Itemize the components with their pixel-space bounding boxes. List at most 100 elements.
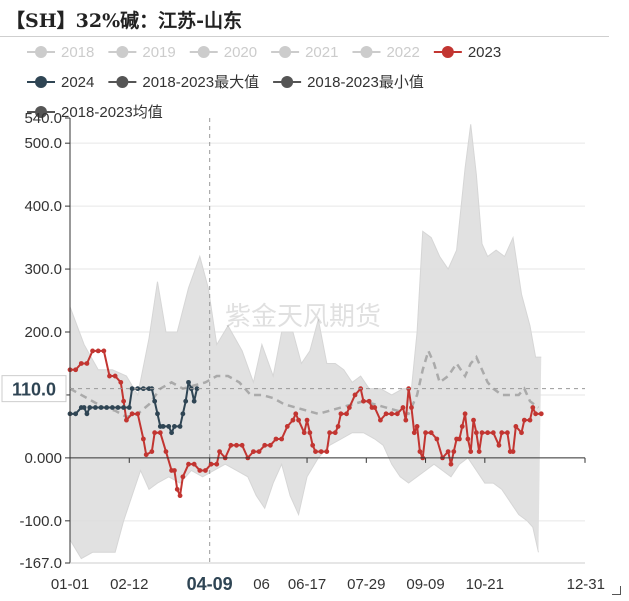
data-point[interactable] (434, 436, 440, 442)
data-point[interactable] (194, 386, 200, 392)
data-point[interactable] (527, 417, 533, 423)
data-point[interactable] (468, 449, 474, 454)
data-point[interactable] (471, 417, 476, 423)
data-point[interactable] (411, 430, 417, 436)
data-point[interactable] (279, 436, 285, 442)
data-point[interactable] (490, 430, 496, 436)
data-point[interactable] (177, 424, 183, 429)
data-point[interactable] (121, 405, 127, 410)
data-point[interactable] (366, 398, 372, 404)
data-point[interactable] (448, 461, 454, 467)
data-point[interactable] (197, 468, 203, 473)
data-point[interactable] (191, 398, 197, 404)
data-point[interactable] (101, 348, 107, 354)
data-point[interactable] (296, 417, 301, 423)
data-point[interactable] (267, 442, 273, 448)
legend-item-2018[interactable]: 2018 (27, 44, 94, 61)
data-point[interactable] (121, 398, 127, 404)
data-point[interactable] (485, 430, 491, 436)
legend-item-2021[interactable]: 2021 (271, 44, 338, 61)
data-point[interactable] (149, 449, 155, 454)
data-point[interactable] (129, 411, 135, 417)
data-point[interactable] (519, 430, 524, 436)
data-point[interactable] (203, 468, 208, 473)
data-point[interactable] (293, 411, 299, 417)
data-point[interactable] (451, 449, 457, 454)
data-point[interactable] (324, 449, 330, 454)
data-point[interactable] (129, 386, 135, 392)
data-point[interactable] (109, 405, 115, 410)
data-point[interactable] (459, 424, 465, 429)
data-point[interactable] (409, 405, 414, 410)
data-point[interactable] (174, 486, 180, 492)
data-point[interactable] (84, 361, 90, 366)
data-point[interactable] (166, 424, 172, 429)
data-point[interactable] (462, 411, 468, 417)
data-point[interactable] (445, 449, 451, 454)
data-point[interactable] (504, 430, 510, 436)
data-point[interactable] (177, 493, 183, 499)
data-point[interactable] (172, 468, 177, 473)
data-point[interactable] (183, 398, 189, 404)
data-point[interactable] (310, 442, 316, 448)
legend-item-2018-2023最大值[interactable]: 2018-2023最大值 (108, 74, 259, 91)
data-point[interactable] (98, 405, 104, 410)
data-point[interactable] (473, 430, 479, 436)
data-point[interactable] (332, 430, 338, 436)
data-point[interactable] (73, 411, 79, 417)
data-point[interactable] (214, 461, 220, 467)
data-point[interactable] (499, 430, 505, 436)
data-point[interactable] (217, 449, 222, 454)
data-point[interactable] (335, 424, 341, 429)
data-point[interactable] (394, 411, 400, 417)
data-point[interactable] (107, 373, 112, 379)
data-point[interactable] (496, 442, 502, 448)
data-point[interactable] (378, 417, 383, 423)
legend-item-2020[interactable]: 2020 (189, 44, 257, 61)
data-point[interactable] (81, 405, 87, 410)
data-point[interactable] (172, 424, 177, 429)
data-point[interactable] (239, 442, 245, 448)
data-point[interactable] (403, 417, 409, 423)
resize-handle[interactable] (612, 586, 621, 595)
data-point[interactable] (301, 430, 307, 436)
data-point[interactable] (157, 430, 163, 436)
data-point[interactable] (346, 405, 352, 410)
data-point[interactable] (169, 430, 174, 436)
data-point[interactable] (160, 424, 166, 429)
data-point[interactable] (327, 430, 333, 436)
data-point[interactable] (87, 405, 93, 410)
data-point[interactable] (208, 461, 214, 467)
data-point[interactable] (180, 411, 186, 417)
data-point[interactable] (92, 405, 98, 410)
data-point[interactable] (118, 379, 124, 385)
legend-item-2022[interactable]: 2022 (352, 44, 420, 61)
data-point[interactable] (510, 449, 516, 454)
data-point[interactable] (256, 449, 262, 454)
data-point[interactable] (186, 379, 191, 385)
data-point[interactable] (476, 449, 482, 454)
data-point[interactable] (479, 430, 485, 436)
data-point[interactable] (338, 411, 344, 417)
data-point[interactable] (104, 405, 110, 410)
data-point[interactable] (152, 398, 158, 404)
data-point[interactable] (521, 417, 527, 423)
data-point[interactable] (307, 430, 313, 436)
data-point[interactable] (318, 449, 324, 454)
data-point[interactable] (191, 461, 197, 467)
data-point[interactable] (538, 411, 544, 417)
data-point[interactable] (251, 449, 256, 454)
data-point[interactable] (372, 405, 378, 410)
data-point[interactable] (73, 367, 79, 373)
data-point[interactable] (115, 405, 121, 410)
data-point[interactable] (344, 411, 349, 417)
data-point[interactable] (228, 442, 234, 448)
data-point[interactable] (428, 430, 434, 436)
data-point[interactable] (533, 411, 539, 417)
data-point[interactable] (389, 411, 395, 417)
data-point[interactable] (361, 398, 366, 404)
legend-item-2019[interactable]: 2019 (108, 44, 176, 61)
data-point[interactable] (140, 436, 146, 442)
data-point[interactable] (400, 405, 406, 410)
data-point[interactable] (143, 452, 149, 458)
